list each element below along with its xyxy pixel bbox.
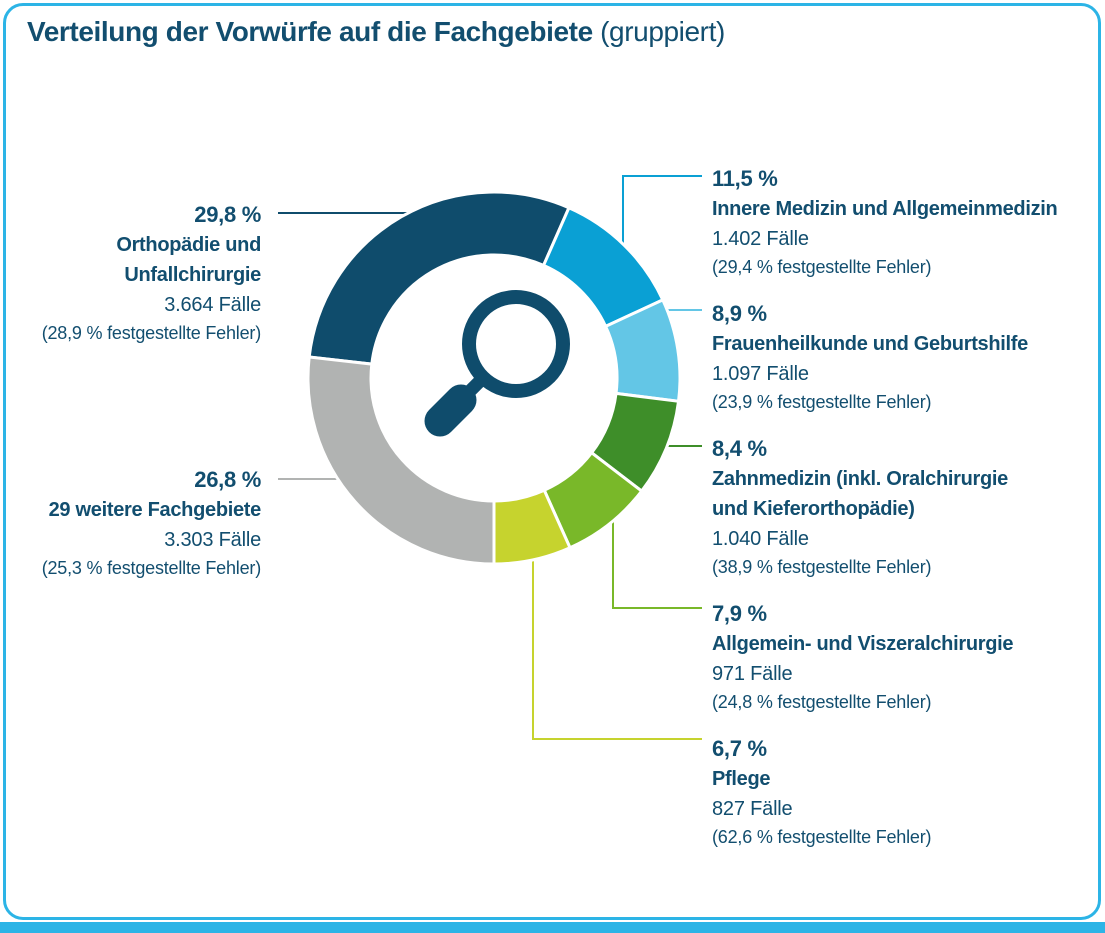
page-title-suffix: (gruppiert) <box>592 16 725 47</box>
segment-cases: 827 Fälle <box>712 798 793 820</box>
segment-percent: 11,5 % <box>712 166 778 191</box>
chart-card: Verteilung der Vorwürfe auf die Fachgebi… <box>3 3 1101 920</box>
segment-name: Innere Medizin und Allgemeinmedizin <box>712 198 1058 220</box>
segment-percent: 6,7 % <box>712 736 767 761</box>
segment-percent: 26,8 % <box>194 467 261 492</box>
segment-label-frauenheilkunde: 8,9 % Frauenheilkunde und Geburtshilfe 1… <box>712 299 1028 416</box>
segment-error-note: (24,8 % festgestellte Fehler) <box>712 692 932 712</box>
bottom-accent-bar <box>0 922 1105 933</box>
segment-cases: 3.664 Fälle <box>164 294 261 316</box>
segment-cases: 3.303 Fälle <box>164 529 261 551</box>
segment-percent: 8,9 % <box>712 301 767 326</box>
segment-cases: 1.097 Fälle <box>712 363 809 385</box>
segment-name: 29 weitere Fachgebiete <box>48 499 262 521</box>
page-title-main: Verteilung der Vorwürfe auf die Fachgebi… <box>27 16 593 47</box>
segment-label-pflege: 6,7 % Pflege 827 Fälle (62,6 % festgeste… <box>712 734 932 851</box>
donut-chart <box>278 175 702 740</box>
magnifier-icon <box>424 290 570 437</box>
connector-line <box>532 560 702 740</box>
segment-cases: 971 Fälle <box>712 663 793 685</box>
segment-cases: 1.402 Fälle <box>712 228 809 250</box>
segment-label-zahnmedizin: 8,4 % Zahnmedizin (inkl. Oralchirurgie u… <box>712 434 1008 581</box>
segment-name: Frauenheilkunde und Geburtshilfe <box>712 333 1028 355</box>
segment-label-weitere-fachgebiete: 26,8 % 29 weitere Fachgebiete 3.303 Fäll… <box>41 465 262 582</box>
connector-line <box>622 175 702 244</box>
segment-error-note: (38,9 % festgestellte Fehler) <box>712 557 932 577</box>
segment-percent: 8,4 % <box>712 436 767 461</box>
donut-segment <box>306 355 496 566</box>
segment-error-note: (62,6 % festgestellte Fehler) <box>712 827 932 847</box>
segment-label-allgemein-viszeralchirurgie: 7,9 % Allgemein- und Viszeralchirurgie 9… <box>712 599 1014 716</box>
segment-name: Orthopädie und Unfallchirurgie <box>116 234 261 286</box>
page-title: Verteilung der Vorwürfe auf die Fachgebi… <box>27 16 725 48</box>
segment-label-orthopaedie-und-unfallchirurgie: 29,8 % Orthopädie und Unfallchirurgie 3.… <box>41 200 262 347</box>
segment-percent: 7,9 % <box>712 601 767 626</box>
segment-error-note: (25,3 % festgestellte Fehler) <box>41 558 262 578</box>
segment-name: Zahnmedizin (inkl. Oralchirurgie und Kie… <box>712 468 1009 520</box>
segment-label-innere-medizin: 11,5 % Innere Medizin und Allgemeinmediz… <box>712 164 1058 281</box>
segment-name: Pflege <box>712 768 771 790</box>
segment-cases: 1.040 Fälle <box>712 528 809 550</box>
connector-line <box>612 521 702 609</box>
segment-name: Allgemein- und Viszeralchirurgie <box>712 633 1014 655</box>
segment-error-note: (28,9 % festgestellte Fehler) <box>41 323 262 343</box>
donut-segment <box>307 190 571 366</box>
segment-error-note: (23,9 % festgestellte Fehler) <box>712 392 932 412</box>
segment-percent: 29,8 % <box>194 202 261 227</box>
segment-error-note: (29,4 % festgestellte Fehler) <box>712 257 932 277</box>
